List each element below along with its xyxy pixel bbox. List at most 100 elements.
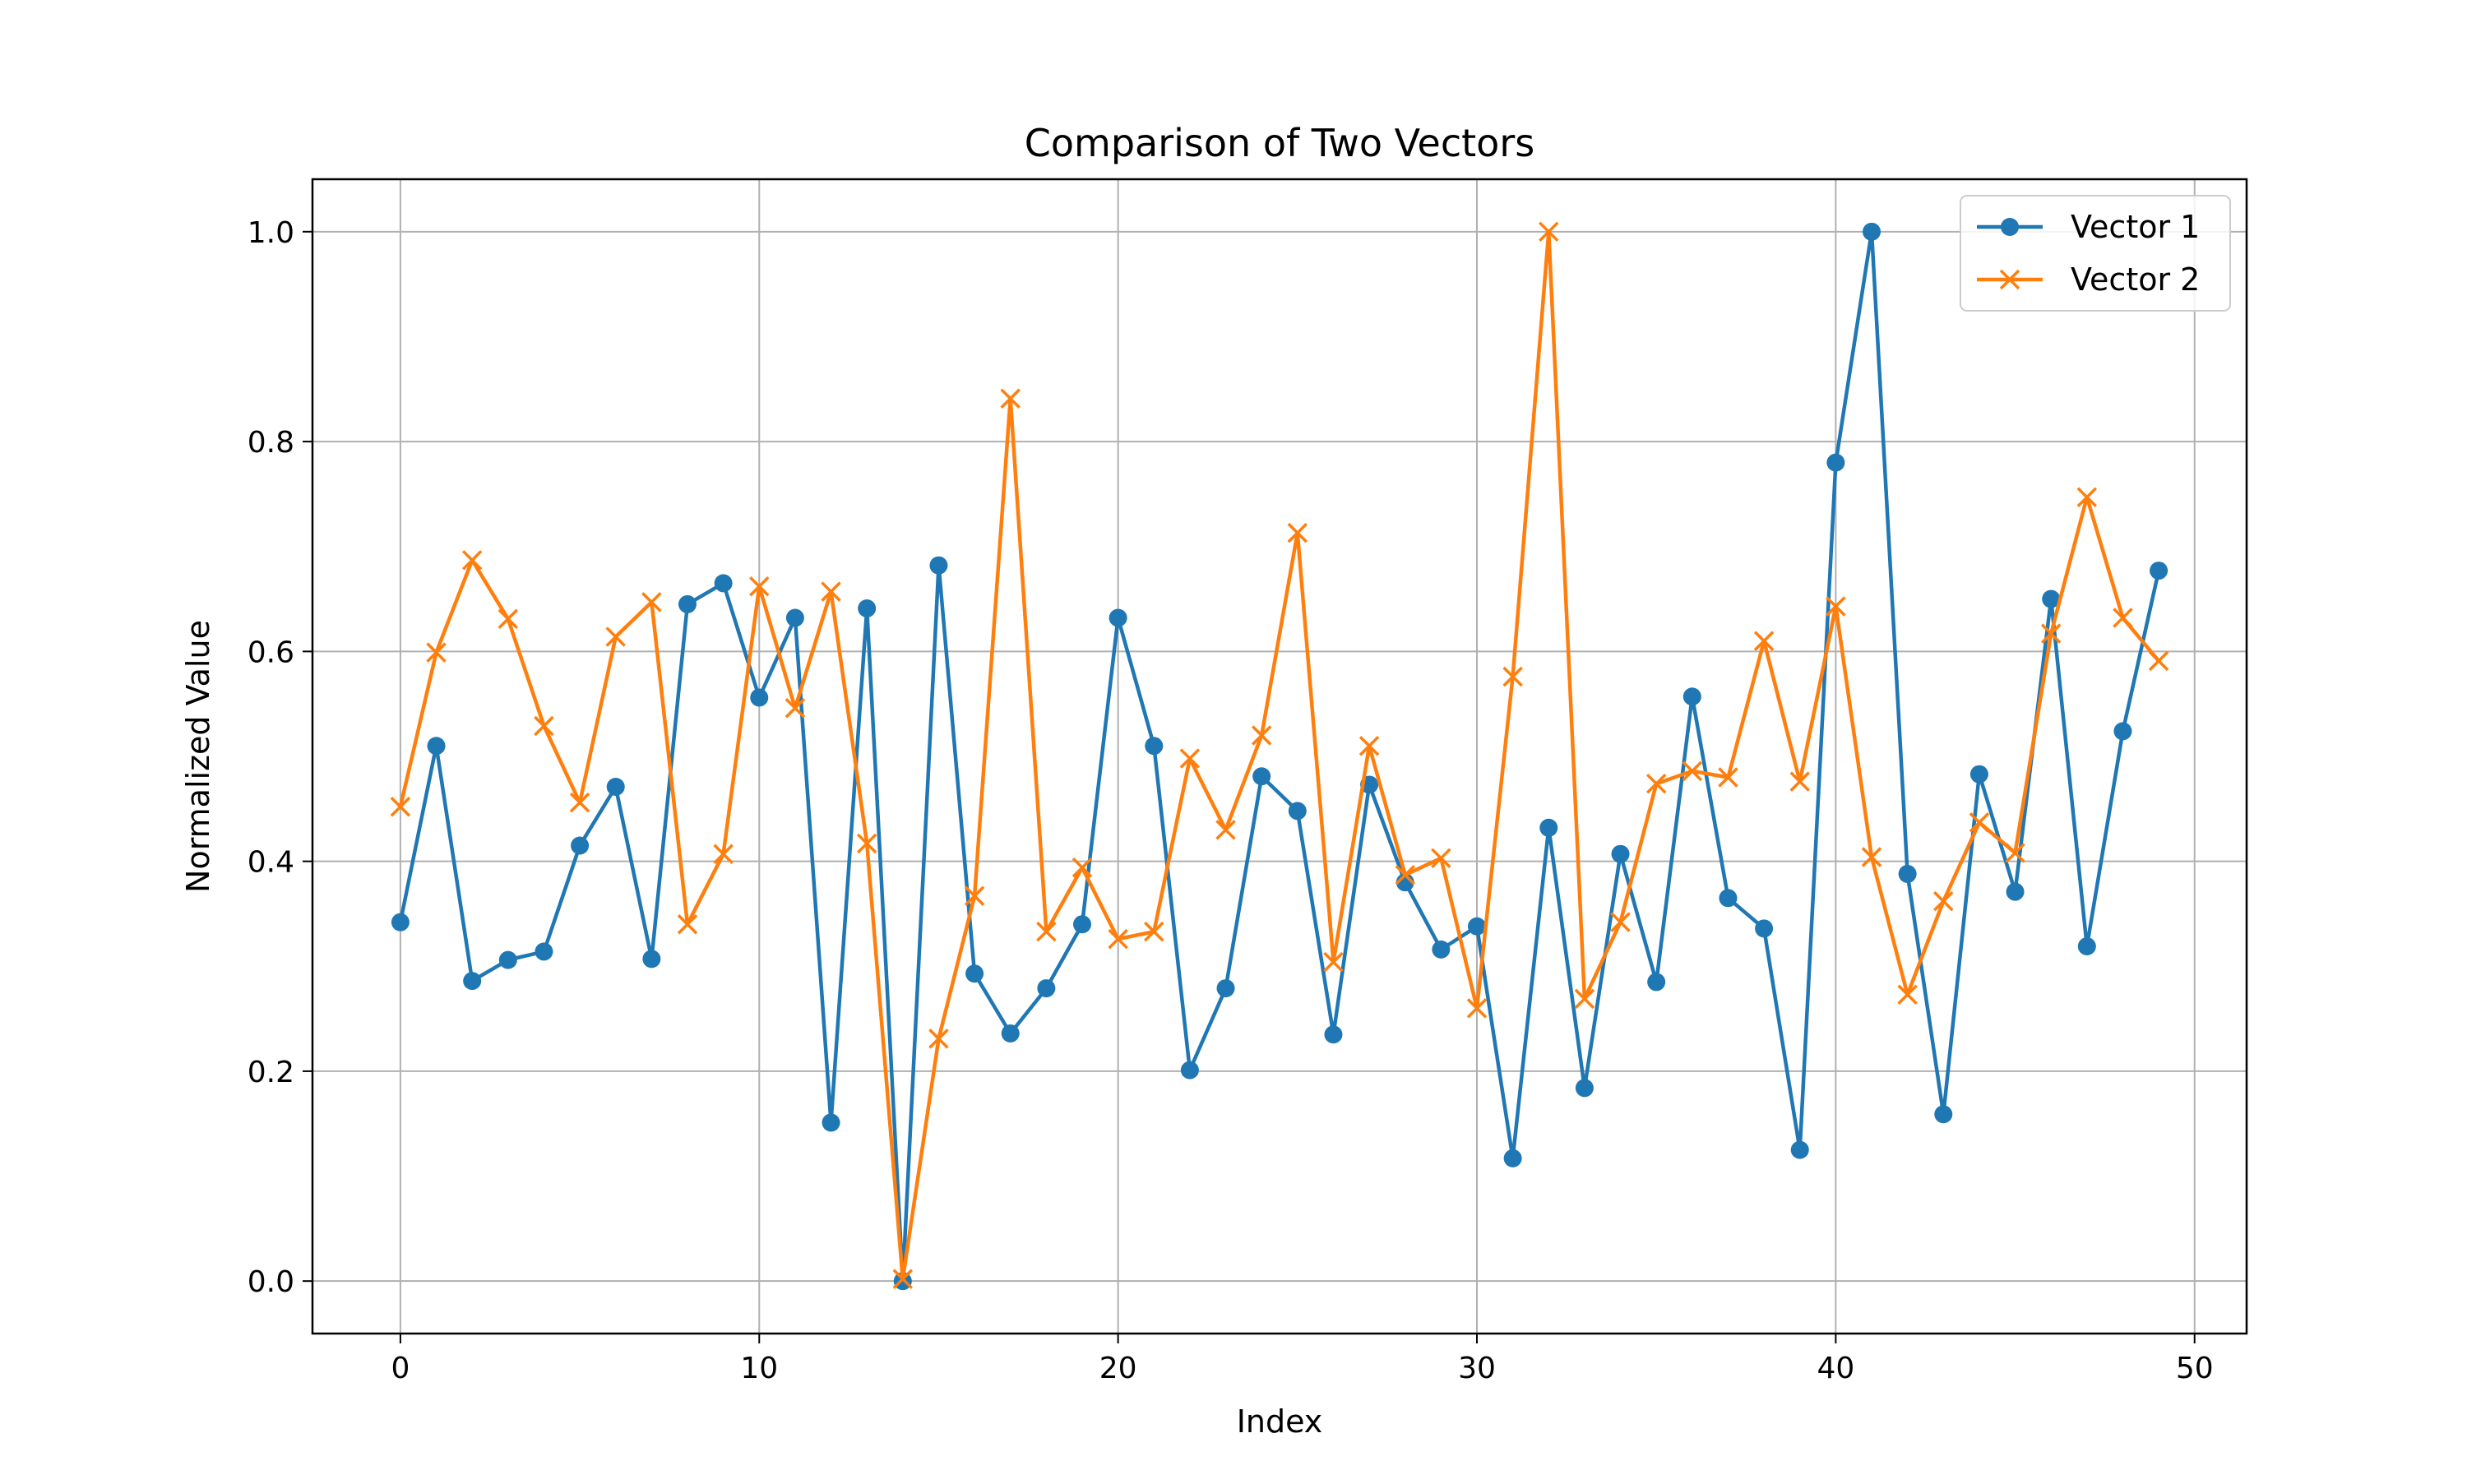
data-point-vector-1 [1898, 864, 1917, 883]
data-point-vector-1 [1037, 979, 1056, 998]
data-point-vector-2 [426, 642, 447, 663]
marker-stroke [426, 642, 447, 663]
marker-stroke [1395, 864, 1415, 885]
y-tick-label: 1.0 [248, 216, 294, 250]
x-tick-label: 50 [2176, 1352, 2214, 1385]
marker-stroke [390, 797, 411, 817]
marker-stroke [928, 1029, 949, 1049]
data-point-vector-2 [821, 581, 841, 602]
data-point-vector-1 [498, 950, 517, 969]
series-layer [390, 221, 2169, 1291]
data-point-vector-2 [1682, 760, 1703, 782]
x-tick-label: 30 [1458, 1352, 1496, 1385]
data-point-vector-2 [1789, 771, 1810, 792]
data-point-vector-1 [1503, 1149, 1522, 1167]
data-point-vector-2 [1826, 596, 1846, 617]
data-point-vector-1 [1145, 737, 1164, 756]
data-point-vector-1 [391, 913, 410, 932]
data-point-vector-2 [1323, 951, 1344, 973]
marker-stroke [1466, 998, 1488, 1019]
data-point-vector-2 [1072, 858, 1093, 878]
marker-stroke [1682, 760, 1703, 782]
data-point-vector-1 [1216, 979, 1235, 998]
data-point-vector-1 [822, 1113, 840, 1132]
data-point-vector-1 [1468, 917, 1486, 936]
data-point-vector-1 [1611, 844, 1630, 863]
data-point-vector-2 [1610, 912, 1631, 932]
data-point-vector-2 [2040, 623, 2062, 644]
data-point-vector-1 [678, 594, 697, 613]
data-point-vector-2 [2148, 650, 2169, 672]
data-point-vector-1 [571, 836, 590, 855]
marker-stroke [2148, 650, 2169, 672]
marker-stroke [1969, 812, 1990, 833]
data-point-vector-2 [713, 844, 734, 864]
marker-stroke [1072, 858, 1093, 878]
marker-stroke [605, 626, 626, 647]
y-tick-label: 0.0 [248, 1265, 294, 1299]
data-point-vector-2 [534, 715, 554, 737]
y-tick-label: 0.2 [248, 1056, 294, 1089]
y-axis-label: Normalized Value [180, 620, 216, 893]
marker-stroke [1323, 951, 1344, 973]
legend-marker-vector-2 [1999, 269, 2020, 290]
marker-stroke [1215, 820, 1236, 840]
data-point-vector-1 [893, 1272, 912, 1291]
data-point-vector-2 [1144, 921, 1164, 942]
data-point-vector-1 [750, 688, 769, 707]
data-point-vector-1 [463, 972, 482, 991]
data-point-vector-2 [2005, 843, 2025, 863]
marker-stroke [785, 698, 806, 719]
data-point-vector-2 [1036, 921, 1057, 942]
marker-stroke [534, 715, 554, 737]
series-line-vector-2 [398, 229, 2160, 1281]
data-point-vector-2 [964, 885, 985, 906]
data-point-vector-1 [1790, 1140, 1809, 1159]
marker-stroke [1179, 748, 1201, 769]
data-point-vector-1 [858, 599, 877, 618]
data-point-vector-2 [928, 1029, 949, 1049]
ticks: 0 10 20 30 40 50 0.0 0.2 0.4 0.6 0.8 1.0 [248, 216, 2214, 1385]
data-point-vector-2 [1395, 864, 1415, 885]
data-point-vector-2 [1358, 735, 1380, 756]
data-point-vector-2 [605, 626, 626, 647]
data-point-vector-1 [2150, 562, 2168, 580]
marker-stroke [1610, 912, 1631, 932]
data-point-vector-1 [1180, 1061, 1199, 1079]
marker-stroke [2005, 843, 2025, 863]
marker-stroke [641, 592, 662, 613]
marker-stroke [1933, 890, 1954, 912]
data-point-vector-1 [427, 737, 446, 756]
marker-stroke [1036, 921, 1057, 942]
data-point-vector-2 [461, 550, 483, 571]
data-point-vector-2 [1753, 631, 1775, 651]
data-point-vector-1 [714, 574, 733, 593]
marker-stroke [2076, 487, 2098, 507]
data-point-vector-1 [1826, 453, 1845, 472]
data-point-vector-2 [856, 833, 877, 854]
y-tick-label: 0.4 [248, 846, 294, 880]
data-point-vector-2 [892, 1269, 914, 1289]
data-point-vector-2 [1502, 666, 1523, 687]
marker-stroke [1645, 773, 1667, 794]
data-point-vector-1 [535, 942, 553, 961]
data-point-vector-1 [1934, 1105, 1953, 1124]
data-point-vector-1 [1575, 1079, 1594, 1098]
data-point-vector-2 [1933, 890, 1954, 912]
grid [312, 179, 2247, 1334]
data-point-vector-1 [1109, 608, 1127, 627]
data-point-vector-2 [1897, 984, 1918, 1005]
data-point-vector-1 [1001, 1024, 1020, 1042]
marker-stroke [749, 576, 770, 597]
marker-stroke [892, 1269, 914, 1289]
legend-box [1960, 195, 2231, 312]
marker-stroke [1287, 522, 1308, 543]
marker-stroke [1108, 928, 1128, 950]
data-point-vector-1 [1863, 222, 1881, 241]
x-tick-label: 10 [740, 1352, 778, 1385]
data-point-vector-2 [1718, 767, 1738, 788]
data-point-vector-2 [2076, 487, 2098, 507]
data-point-vector-1 [1288, 802, 1307, 821]
data-point-vector-2 [390, 797, 411, 817]
legend-marker-vector-1 [2001, 218, 2019, 236]
